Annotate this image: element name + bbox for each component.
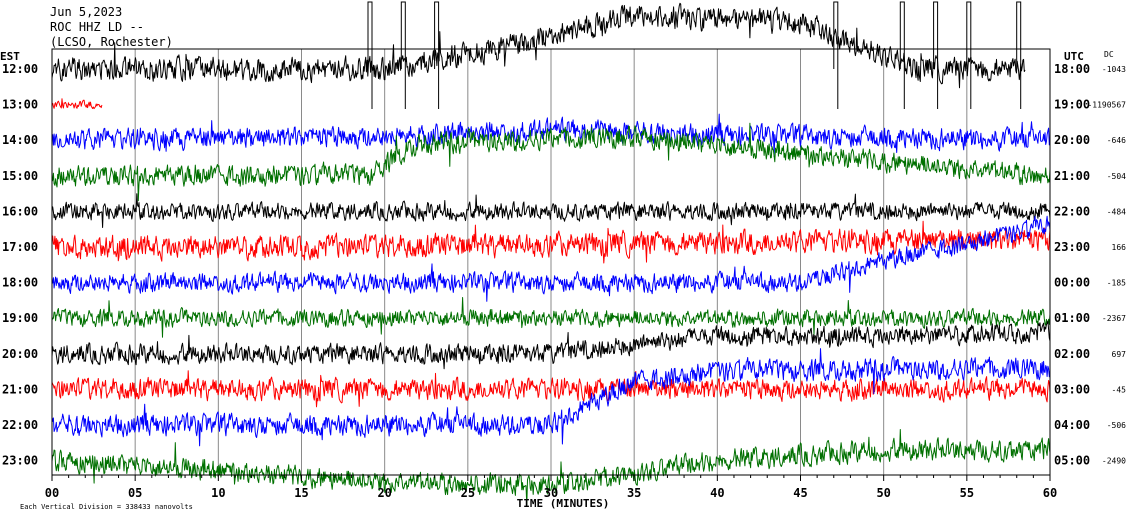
dc-offset-label: -2490 xyxy=(1102,457,1126,466)
seismic-trace-1900 xyxy=(51,297,1051,338)
left-hour-label: 18:00 xyxy=(2,276,38,290)
trace-layer xyxy=(51,1,1051,506)
x-tick-label: 30 xyxy=(544,486,558,500)
seismic-trace-1700 xyxy=(51,220,1051,264)
seismic-trace-1200 xyxy=(51,2,1026,89)
left-hour-label: 19:00 xyxy=(2,311,38,325)
x-tick-label: 60 xyxy=(1043,486,1057,500)
x-tick-label: 20 xyxy=(377,486,391,500)
seismic-trace-2300 xyxy=(51,429,1051,506)
x-tick-label: 05 xyxy=(128,486,142,500)
left-hour-label: 21:00 xyxy=(2,382,38,396)
clipped-spike xyxy=(1016,1,1022,109)
left-hour-label: 20:00 xyxy=(2,347,38,361)
tick-layer xyxy=(51,475,1051,481)
dc-offset-label: -2367 xyxy=(1102,314,1126,323)
grid-layer xyxy=(134,49,968,475)
dc-offset-label: 166 xyxy=(1112,243,1127,252)
dc-offset-label: -1190567 xyxy=(1087,101,1126,110)
chart-date: Jun 5,2023 xyxy=(50,5,122,19)
left-hour-label: 13:00 xyxy=(2,98,38,112)
right-hour-labels: 18:00 19:00 20:00 21:00 22:00 23:00 00:00 01:00… xyxy=(1054,62,1090,468)
left-hour-labels: 12:00 13:00 14:00 15:00 16:00 17:00 18:00 19:00… xyxy=(2,62,38,468)
dc-offset-label: -45 xyxy=(1112,385,1127,394)
x-tick-label: 10 xyxy=(211,486,225,500)
dc-offset-label: -484 xyxy=(1107,207,1126,216)
clipped-spike xyxy=(833,1,839,109)
clipped-spike xyxy=(933,1,939,109)
clipped-spike xyxy=(899,1,905,109)
station-id: ROC HHZ LD -- xyxy=(50,20,144,34)
x-tick-label: 00 xyxy=(45,486,59,500)
left-hour-label: 12:00 xyxy=(2,62,38,76)
seismic-trace-1300 xyxy=(51,98,103,110)
header-block: Jun 5,2023 ROC HHZ LD -- (LCSO, Rocheste… xyxy=(50,5,173,49)
x-tick-label: 15 xyxy=(294,486,308,500)
right-hour-label: 00:00 xyxy=(1054,276,1090,290)
dc-offset-label: -185 xyxy=(1107,279,1126,288)
left-timezone-label: EST xyxy=(0,50,20,63)
dc-offset-label: 697 xyxy=(1112,350,1127,359)
dc-offset-label: -506 xyxy=(1107,421,1126,430)
right-hour-label: 04:00 xyxy=(1054,418,1090,432)
left-hour-label: 23:00 xyxy=(2,454,38,468)
left-hour-label: 16:00 xyxy=(2,204,38,218)
vertical-division-note: Each Vertical Division = 338433 nanovolt… xyxy=(20,503,193,511)
x-tick-labels: 00 05 10 15 20 25 30 35 40 45 50 55 60 xyxy=(45,486,1057,500)
clipped-spike xyxy=(966,1,972,109)
dc-offset-label: -646 xyxy=(1107,136,1126,145)
x-tick-label: 50 xyxy=(876,486,890,500)
seismic-trace-2100 xyxy=(51,370,1051,408)
station-location: (LCSO, Rochester) xyxy=(50,35,173,49)
clipped-spike xyxy=(434,1,440,109)
right-hour-label: 19:00 xyxy=(1054,98,1090,112)
clipped-spike xyxy=(367,1,373,109)
seismic-trace-1500 xyxy=(51,122,1051,202)
right-hour-label: 02:00 xyxy=(1054,347,1090,361)
right-hour-label: 21:00 xyxy=(1054,169,1090,183)
x-tick-label: 55 xyxy=(960,486,974,500)
right-hour-label: 20:00 xyxy=(1054,133,1090,147)
clipped-spike xyxy=(400,1,406,109)
left-hour-label: 17:00 xyxy=(2,240,38,254)
left-hour-label: 22:00 xyxy=(2,418,38,432)
left-hour-label: 15:00 xyxy=(2,169,38,183)
x-tick-label: 35 xyxy=(627,486,641,500)
dc-offset-labels: -1043 -1190567 -646 -504 -484 166 -185 -2367 697… xyxy=(1087,65,1126,466)
seismic-trace-2000 xyxy=(51,320,1051,370)
x-tick-label: 25 xyxy=(461,486,475,500)
seismic-trace-1600 xyxy=(52,193,1051,228)
right-hour-label: 03:00 xyxy=(1054,382,1090,396)
right-hour-label: 05:00 xyxy=(1054,454,1090,468)
dc-offset-label: -1043 xyxy=(1102,65,1126,74)
dc-offset-label: -504 xyxy=(1107,172,1126,181)
seismic-trace-2200 xyxy=(51,348,1051,447)
left-hour-label: 14:00 xyxy=(2,133,38,147)
x-tick-label: 45 xyxy=(793,486,807,500)
seismic-trace-1800 xyxy=(51,215,1051,302)
dc-column-label: DC xyxy=(1104,50,1114,59)
right-hour-label: 23:00 xyxy=(1054,240,1090,254)
x-tick-label: 40 xyxy=(710,486,724,500)
right-hour-label: 01:00 xyxy=(1054,311,1090,325)
right-hour-label: 18:00 xyxy=(1054,62,1090,76)
x-axis-title: TIME (MINUTES) xyxy=(517,497,610,510)
right-hour-label: 22:00 xyxy=(1054,204,1090,218)
right-timezone-label: UTC xyxy=(1064,50,1084,63)
